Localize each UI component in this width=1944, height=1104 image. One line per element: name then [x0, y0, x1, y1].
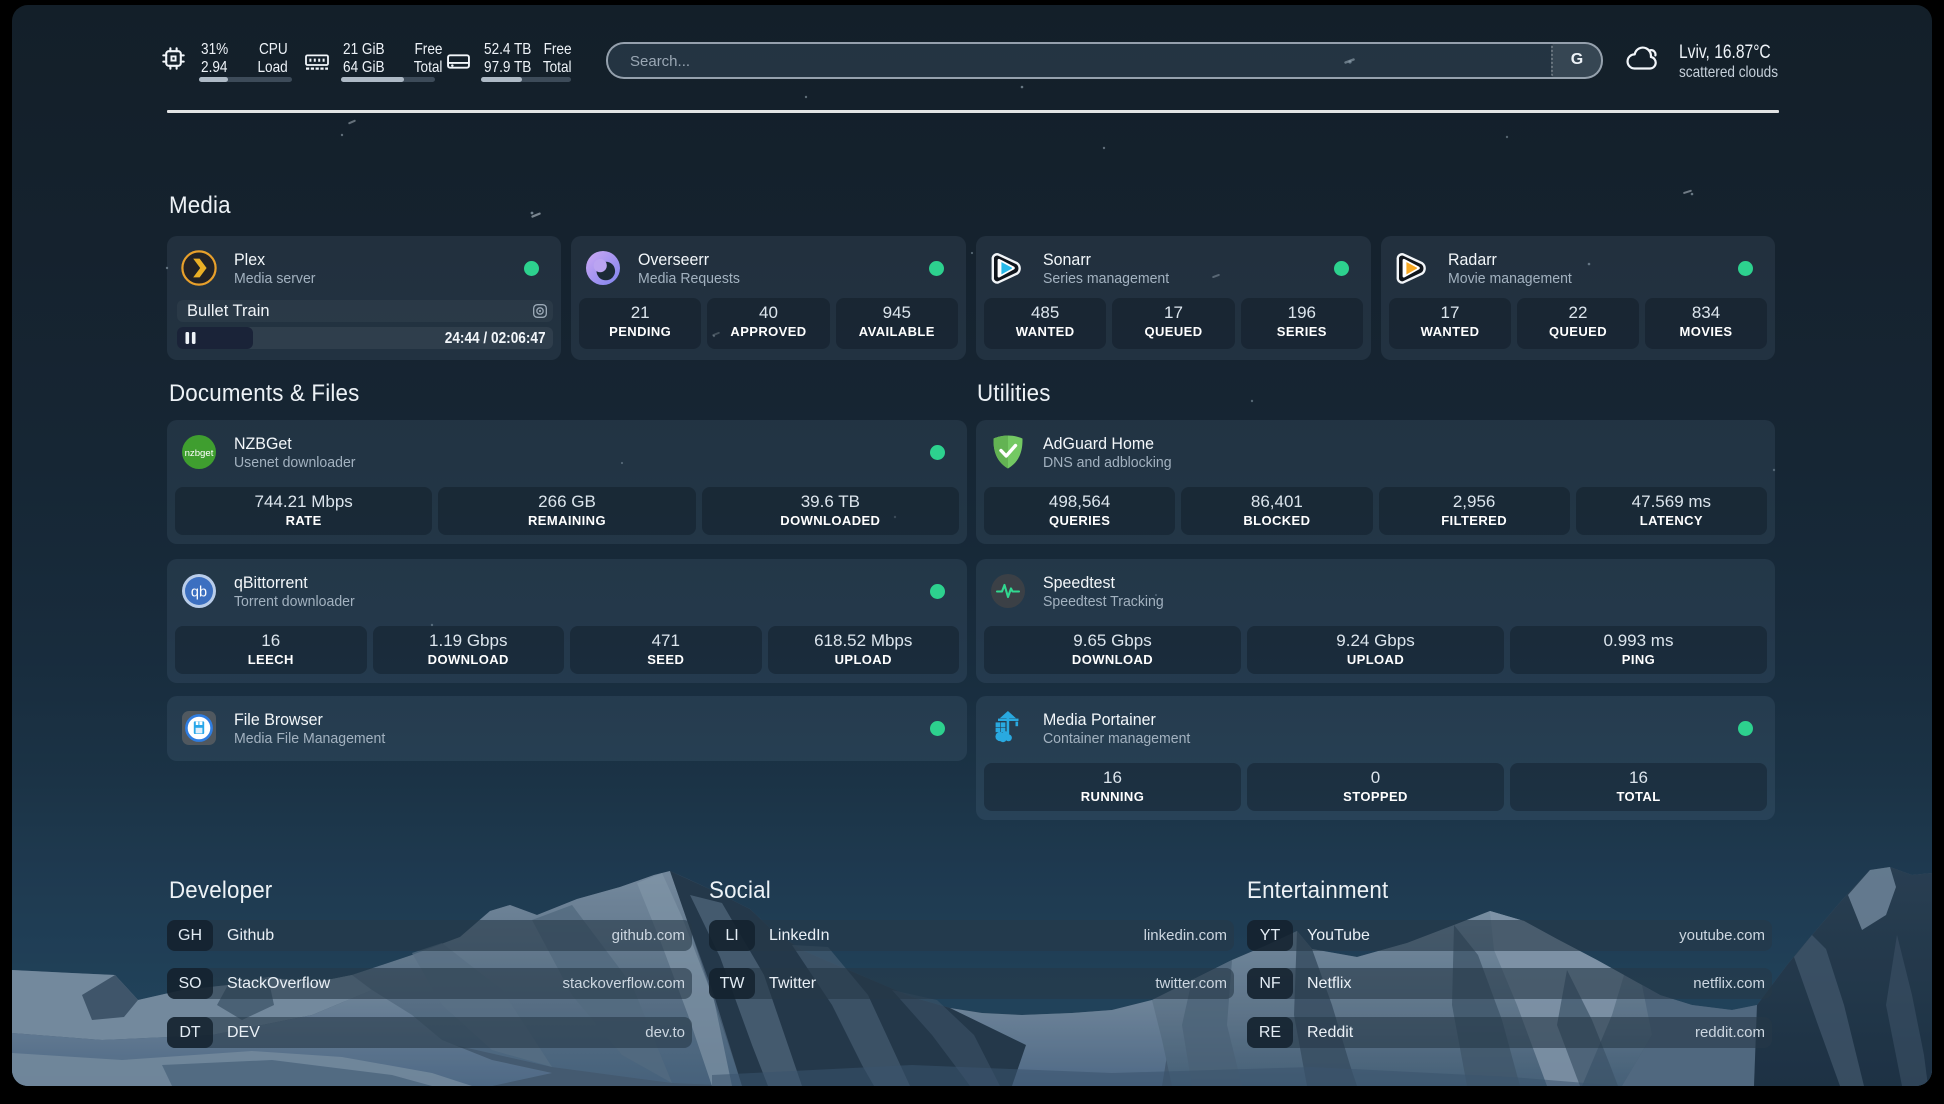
svg-text:nzbget: nzbget — [185, 448, 214, 459]
svg-text:qb: qb — [191, 584, 207, 600]
